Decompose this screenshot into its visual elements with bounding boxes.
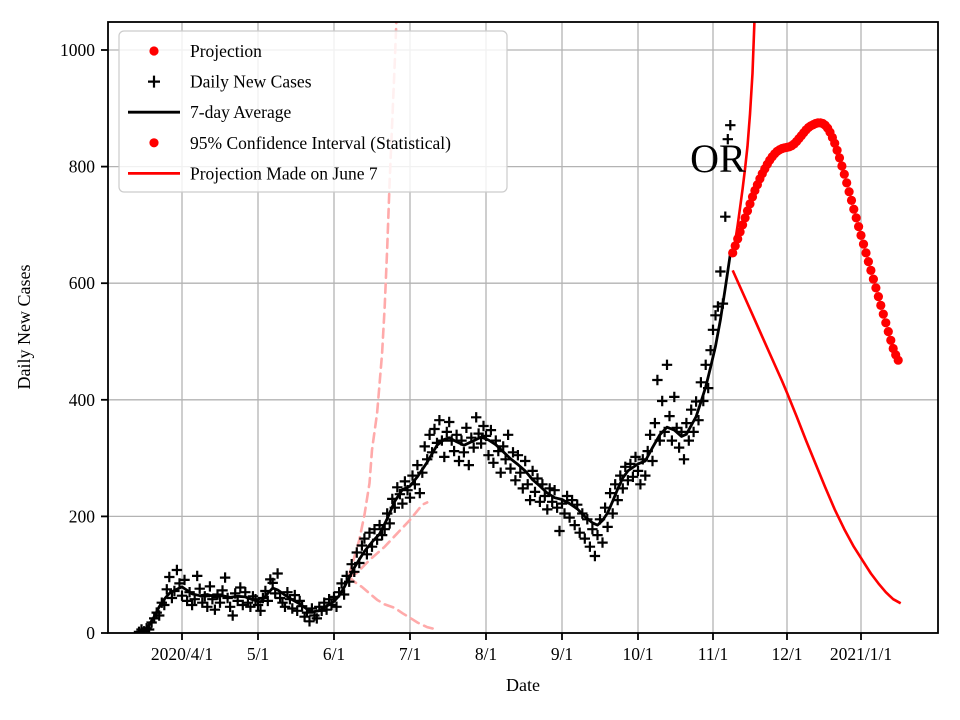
- legend-box: [118, 30, 508, 193]
- x-axis-title: Date: [506, 675, 540, 695]
- projection-dot: [730, 241, 740, 251]
- projection-dot: [883, 327, 893, 337]
- projection-dot: [893, 355, 903, 365]
- projection-dot: [728, 248, 738, 258]
- y-tick-label: 0: [86, 623, 95, 643]
- legend-marker-dot: [149, 138, 159, 148]
- y-tick-label: 400: [69, 390, 96, 410]
- projection-dot: [830, 138, 840, 148]
- y-axis-title: Daily New Cases: [14, 265, 34, 390]
- projection-dot: [876, 300, 886, 310]
- projection-dot: [878, 309, 888, 319]
- legend-marker-plus: [148, 75, 160, 88]
- x-tick-label: 11/1: [698, 644, 728, 664]
- legend-label: Daily New Cases: [190, 72, 312, 92]
- x-tick-label: 2020/4/1: [151, 644, 213, 664]
- projection-dot: [740, 213, 750, 223]
- legend: Projection Daily New Cases 7-day Average 95…: [118, 30, 508, 193]
- legend-label: 95% Confidence Interval (Statistical): [190, 133, 451, 153]
- projection-dot: [745, 199, 755, 209]
- projection-dot: [858, 239, 869, 249]
- projection-dot: [844, 187, 854, 197]
- y-tick-label: 800: [69, 157, 96, 177]
- projection-dot: [738, 220, 748, 230]
- legend-label: Projection: [190, 41, 262, 61]
- projection-dot: [863, 257, 874, 267]
- x-tick-label: 5/1: [247, 644, 269, 664]
- legend-marker-dot: [149, 46, 159, 56]
- tick-layer: 2020/4/1 5/1 6/1 7/1 8/1 9/1 10/1 11/1 12/1 2021/…: [60, 40, 892, 664]
- legend-label: Projection Made on June 7: [190, 163, 378, 183]
- legend-label: 7-day Average: [190, 102, 291, 122]
- plot-border: [107, 21, 939, 634]
- june7-median-line: [347, 501, 429, 579]
- projection-dot: [851, 213, 861, 223]
- projection-dot: [873, 292, 884, 302]
- x-tick-label: 8/1: [475, 644, 497, 664]
- projection-dot: [881, 318, 891, 328]
- projection-dot: [735, 227, 745, 237]
- projection-dot: [861, 248, 871, 258]
- projection-dot: [868, 274, 879, 284]
- projection-dot: [856, 230, 866, 240]
- y-tick-label: 600: [69, 273, 96, 293]
- june7-ci-lower-line: [347, 575, 439, 631]
- x-tick-label: 12/1: [771, 644, 802, 664]
- or-annotation: OR: [690, 136, 746, 181]
- x-tick-label: 9/1: [551, 644, 573, 664]
- projection-dot: [846, 195, 857, 205]
- projection-line-decline: [731, 269, 902, 605]
- projection-dot: [742, 206, 753, 216]
- projection-dot: [871, 283, 881, 293]
- x-tick-label: 6/1: [323, 644, 345, 664]
- y-tick-label: 1000: [60, 40, 95, 60]
- projection-dot: [886, 335, 896, 345]
- projection-dot: [832, 145, 842, 155]
- projection-dot: [854, 222, 864, 232]
- y-tick-label: 200: [69, 506, 96, 526]
- series-layer: [133, 22, 903, 633]
- daily-cases-scatter: [133, 120, 736, 633]
- projection-dot: [733, 234, 743, 244]
- projection-dot: [837, 161, 847, 171]
- x-tick-label: 10/1: [622, 644, 653, 664]
- projection-dot: [834, 153, 845, 163]
- june7-ci-upper-line: [347, 22, 398, 576]
- x-tick-label: 7/1: [399, 644, 421, 664]
- projection-dot: [866, 265, 876, 275]
- projection-dot: [839, 169, 849, 179]
- x-tick-label: 2021/1/1: [830, 644, 892, 664]
- projection-dot: [842, 178, 852, 188]
- projection-dot: [849, 204, 859, 214]
- annotation-layer: OR: [690, 136, 746, 181]
